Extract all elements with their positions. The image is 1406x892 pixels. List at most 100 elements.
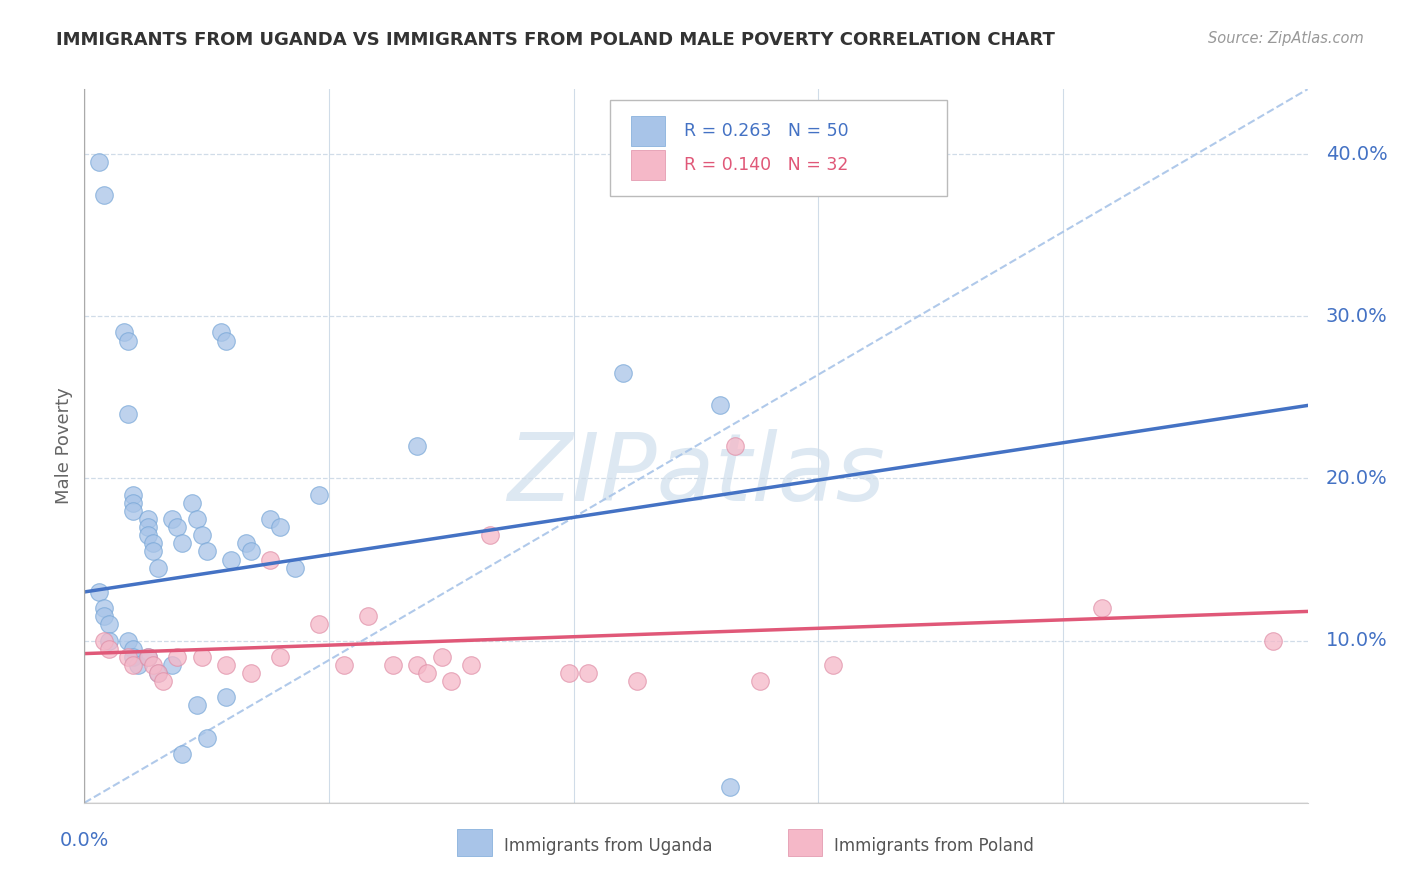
Point [1091, 601, 1114, 615]
Point [209, 326, 232, 340]
Point [381, 657, 404, 672]
Point [269, 520, 291, 534]
Point [284, 560, 307, 574]
Bar [787, 830, 823, 856]
Point [748, 674, 770, 689]
Text: IMMIGRANTS FROM UGANDA VS IMMIGRANTS FROM POLAND MALE POVERTY CORRELATION CHART: IMMIGRANTS FROM UGANDA VS IMMIGRANTS FRO… [56, 31, 1054, 49]
Point [142, 544, 165, 558]
Point [166, 520, 188, 534]
Point [172, 536, 194, 550]
Text: 20.0%: 20.0% [1326, 469, 1388, 488]
Point [259, 512, 281, 526]
Text: 0.0%: 0.0% [59, 831, 110, 850]
Point [195, 731, 218, 745]
Text: ZIP​atlas: ZIP​atlas [508, 429, 884, 520]
Bar [457, 830, 492, 856]
Point [117, 633, 139, 648]
Point [166, 649, 188, 664]
Point [308, 617, 330, 632]
Text: Immigrants from Poland: Immigrants from Poland [834, 837, 1033, 855]
Point [122, 504, 145, 518]
Point [87, 155, 110, 169]
Point [709, 399, 731, 413]
Point [821, 657, 844, 672]
Point [259, 552, 281, 566]
Point [219, 552, 242, 566]
Point [122, 649, 145, 664]
Point [136, 649, 159, 664]
Point [117, 334, 139, 348]
Point [440, 674, 463, 689]
Point [146, 560, 169, 574]
Point [136, 520, 159, 534]
Text: Source: ZipAtlas.com: Source: ZipAtlas.com [1208, 31, 1364, 46]
Point [186, 512, 208, 526]
Point [406, 657, 429, 672]
Point [186, 698, 208, 713]
FancyBboxPatch shape [610, 100, 946, 196]
Point [142, 657, 165, 672]
Point [142, 536, 165, 550]
Point [136, 528, 159, 542]
Point [724, 439, 747, 453]
Text: Immigrants from Uganda: Immigrants from Uganda [503, 837, 713, 855]
Point [127, 657, 149, 672]
Point [215, 334, 238, 348]
Point [146, 666, 169, 681]
Point [235, 536, 257, 550]
Point [172, 747, 194, 761]
Bar [631, 150, 665, 180]
Point [97, 633, 120, 648]
Point [558, 666, 581, 681]
Point [626, 674, 648, 689]
Point [191, 528, 214, 542]
Text: R = 0.140   N = 32: R = 0.140 N = 32 [683, 156, 848, 174]
Point [308, 488, 330, 502]
Point [479, 528, 502, 542]
Point [97, 641, 120, 656]
Point [93, 633, 115, 648]
Text: 10.0%: 10.0% [1326, 632, 1388, 650]
Point [430, 649, 453, 664]
Point [93, 601, 115, 615]
Point [146, 666, 169, 681]
Point [117, 649, 139, 664]
Point [162, 512, 184, 526]
Point [97, 617, 120, 632]
Point [93, 187, 115, 202]
Point [112, 326, 135, 340]
Point [195, 544, 218, 558]
Point [416, 666, 439, 681]
Point [460, 657, 482, 672]
Text: 30.0%: 30.0% [1326, 307, 1388, 326]
Point [152, 674, 174, 689]
Point [269, 649, 291, 664]
Point [1263, 633, 1285, 648]
Point [181, 496, 204, 510]
Text: 40.0%: 40.0% [1326, 145, 1388, 163]
Point [122, 496, 145, 510]
Text: R = 0.263   N = 50: R = 0.263 N = 50 [683, 121, 848, 139]
Point [239, 666, 262, 681]
Point [136, 512, 159, 526]
Point [136, 649, 159, 664]
Bar [631, 116, 665, 145]
Point [612, 366, 634, 380]
Point [117, 407, 139, 421]
Point [122, 641, 145, 656]
Point [239, 544, 262, 558]
Point [87, 585, 110, 599]
Point [576, 666, 599, 681]
Y-axis label: Male Poverty: Male Poverty [55, 388, 73, 504]
Point [215, 690, 238, 705]
Point [122, 657, 145, 672]
Point [332, 657, 354, 672]
Point [93, 609, 115, 624]
Point [357, 609, 380, 624]
Point [162, 657, 184, 672]
Point [215, 657, 238, 672]
Point [191, 649, 214, 664]
Point [122, 488, 145, 502]
Point [718, 780, 741, 794]
Point [406, 439, 429, 453]
